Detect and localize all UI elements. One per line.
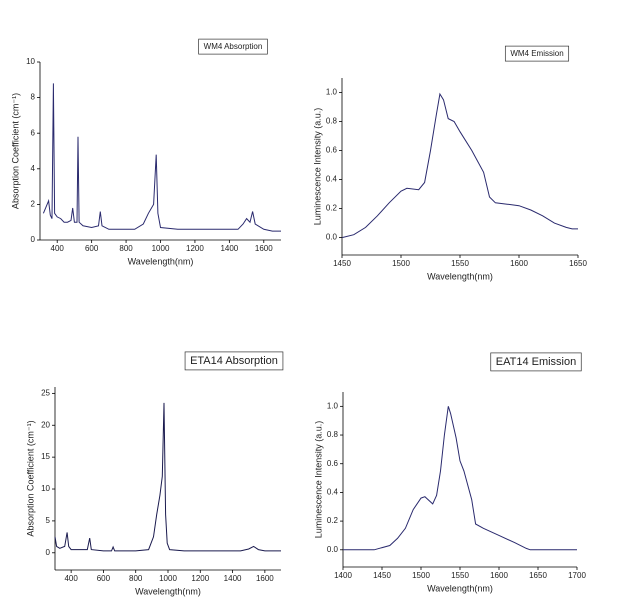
x-tick-label: 1200 [186,244,204,253]
y-tick-label: 1.0 [327,401,339,410]
x-tick-label: 800 [129,574,143,583]
chart-title: EAT14 Emission [496,356,577,368]
y-tick-label: 6 [31,128,36,137]
y-tick-label: 0.6 [327,459,339,468]
x-tick-label: 1450 [333,259,351,268]
x-tick-label: 1450 [373,571,391,580]
x-tick-label: 1600 [256,574,274,583]
x-tick-label: 1200 [191,574,209,583]
x-axis-label: Wavelength(nm) [128,256,194,266]
y-tick-label: 0.8 [327,430,339,439]
y-tick-label: 25 [41,388,50,397]
y-tick-label: 0.0 [327,545,339,554]
x-tick-label: 1500 [392,259,410,268]
y-tick-label: 8 [31,93,36,102]
chart-title: WM4 Absorption [204,42,263,51]
y-tick-label: 10 [26,57,35,66]
y-tick-label: 0.4 [327,488,339,497]
data-line [42,83,281,232]
y-tick-label: 4 [31,164,36,173]
y-tick-label: 0 [31,235,36,244]
x-tick-label: 1600 [490,571,508,580]
x-tick-label: 1600 [510,259,528,268]
x-axis-label: Wavelength(nm) [427,271,493,281]
x-tick-label: 1650 [529,571,547,580]
y-axis-label: Luminescence Intensity (a.u.) [313,421,323,539]
chart-title: ETA14 Absorption [190,355,278,367]
y-tick-label: 0.4 [326,175,338,184]
x-tick-label: 1600 [255,244,273,253]
y-axis-label: Absorption Coefficient (cm⁻¹) [25,420,35,536]
x-tick-label: 1550 [451,571,469,580]
title-box [198,38,268,55]
x-tick-label: 1000 [152,244,170,253]
x-tick-label: 1000 [159,574,177,583]
title-box [490,352,582,372]
data-line [343,406,577,551]
title-box [184,351,284,371]
x-tick-label: 1400 [334,571,352,580]
y-tick-label: 2 [31,200,36,209]
y-tick-label: 15 [41,452,50,461]
x-tick-label: 1550 [451,259,469,268]
x-tick-label: 800 [119,244,133,253]
chart-title: WM4 Emission [510,49,563,58]
y-axis-label: Absorption Coefficient (cm⁻¹) [10,93,20,209]
data-line [54,402,281,552]
x-tick-label: 600 [97,574,111,583]
x-axis-label: Wavelength(nm) [135,586,201,596]
y-tick-label: 0.8 [326,117,338,126]
x-tick-label: 1650 [569,259,587,268]
data-line [341,92,578,239]
x-tick-label: 400 [51,244,65,253]
x-tick-label: 1400 [220,244,238,253]
y-tick-label: 0 [46,548,51,557]
x-tick-label: 400 [64,574,78,583]
y-tick-label: 5 [46,516,51,525]
y-tick-label: 0.2 [327,516,339,525]
y-tick-label: 1.0 [326,88,338,97]
y-tick-label: 10 [41,484,50,493]
y-tick-label: 20 [41,420,50,429]
y-tick-label: 0.6 [326,146,338,155]
x-tick-label: 1500 [412,571,430,580]
x-tick-label: 600 [85,244,99,253]
x-tick-label: 1400 [224,574,242,583]
y-tick-label: 0.0 [326,233,338,242]
title-box [504,45,570,62]
y-tick-label: 0.2 [326,204,338,213]
y-axis-label: Luminescence Intensity (a.u.) [312,108,322,226]
x-tick-label: 1700 [568,571,586,580]
x-axis-label: Wavelength(nm) [427,583,493,593]
